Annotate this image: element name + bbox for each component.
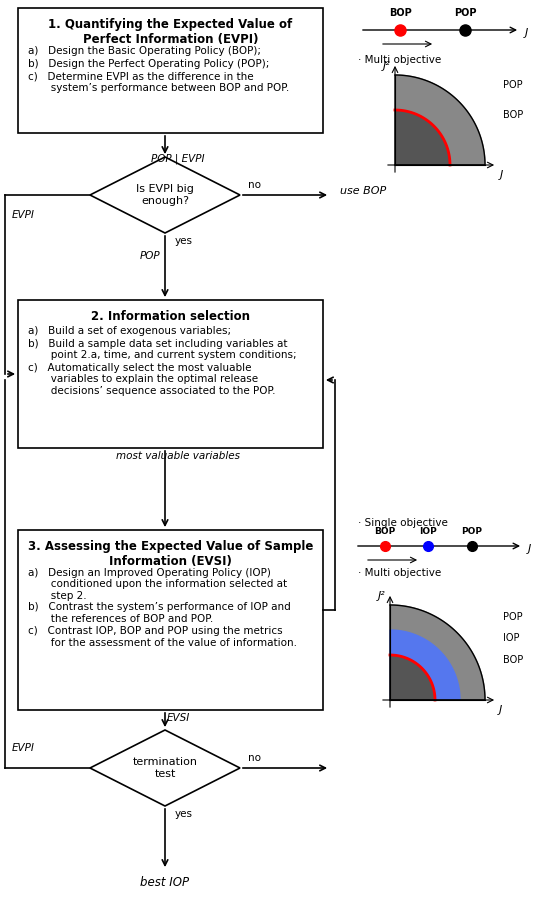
- Text: IOP: IOP: [503, 633, 520, 643]
- Text: POP | EVPI: POP | EVPI: [151, 153, 205, 164]
- Text: BOP: BOP: [503, 655, 523, 665]
- Text: b)   Contrast the system’s performance of IOP and
       the references of BOP a: b) Contrast the system’s performance of …: [28, 603, 290, 624]
- Text: c)   Automatically select the most valuable
       variables to explain the opti: c) Automatically select the most valuabl…: [28, 362, 276, 395]
- FancyBboxPatch shape: [18, 8, 323, 133]
- Text: no: no: [248, 753, 261, 763]
- Text: c)   Determine EVPI as the difference in the
       system’s performance between: c) Determine EVPI as the difference in t…: [28, 71, 289, 93]
- Text: J²: J²: [378, 591, 386, 601]
- FancyBboxPatch shape: [18, 300, 323, 448]
- Text: 3. Assessing the Expected Value of Sample
Information (EVSI): 3. Assessing the Expected Value of Sampl…: [28, 540, 313, 568]
- Text: J: J: [499, 705, 502, 715]
- Text: · Single objective: · Single objective: [358, 518, 448, 528]
- Text: a)   Design an Improved Operating Policy (IOP)
       conditioned upon the infor: a) Design an Improved Operating Policy (…: [28, 568, 287, 601]
- Polygon shape: [90, 157, 240, 233]
- Polygon shape: [390, 655, 435, 700]
- Polygon shape: [90, 730, 240, 806]
- Text: b)   Design the Perfect Operating Policy (POP);: b) Design the Perfect Operating Policy (…: [28, 58, 269, 68]
- Text: BOP: BOP: [503, 110, 523, 120]
- Text: EVPI: EVPI: [12, 210, 35, 220]
- Text: BOP: BOP: [389, 8, 411, 18]
- Text: 2. Information selection: 2. Information selection: [91, 310, 250, 323]
- Text: EVPI: EVPI: [12, 743, 35, 753]
- Text: best IOP: best IOP: [140, 876, 190, 889]
- Text: no: no: [248, 180, 261, 190]
- Text: J: J: [528, 544, 531, 554]
- Text: J: J: [500, 170, 503, 180]
- Text: POP: POP: [462, 527, 482, 536]
- Text: use BOP: use BOP: [340, 186, 386, 196]
- Text: BOP: BOP: [374, 527, 395, 536]
- Text: most valuable variables: most valuable variables: [116, 451, 240, 461]
- Text: IOP: IOP: [419, 527, 437, 536]
- Text: c)   Contrast IOP, BOP and POP using the metrics
       for the assessment of th: c) Contrast IOP, BOP and POP using the m…: [28, 626, 297, 648]
- Polygon shape: [395, 110, 450, 165]
- Text: 1. Quantifying the Expected Value of
Perfect Information (EVPI): 1. Quantifying the Expected Value of Per…: [49, 18, 293, 46]
- Text: J: J: [525, 28, 528, 38]
- Text: a)   Build a set of exogenous variables;: a) Build a set of exogenous variables;: [28, 326, 231, 336]
- Text: J²: J²: [383, 61, 391, 71]
- Text: · Multi objective: · Multi objective: [358, 55, 441, 65]
- FancyBboxPatch shape: [18, 530, 323, 710]
- Text: POP: POP: [454, 8, 477, 18]
- Text: Is EVPI big
enough?: Is EVPI big enough?: [136, 184, 194, 205]
- Text: EVSI: EVSI: [166, 713, 190, 723]
- Text: yes: yes: [175, 809, 193, 819]
- Polygon shape: [390, 630, 460, 700]
- Text: POP: POP: [503, 612, 523, 622]
- Text: · Multi objective: · Multi objective: [358, 568, 441, 578]
- Text: termination
test: termination test: [133, 757, 198, 779]
- Polygon shape: [390, 605, 485, 700]
- Text: a)   Design the Basic Operating Policy (BOP);: a) Design the Basic Operating Policy (BO…: [28, 46, 261, 56]
- Text: POP: POP: [140, 251, 160, 261]
- Text: POP: POP: [503, 80, 523, 90]
- Text: yes: yes: [175, 236, 193, 246]
- Polygon shape: [395, 75, 485, 165]
- Text: b)   Build a sample data set including variables at
       point 2.a, time, and : b) Build a sample data set including var…: [28, 339, 297, 361]
